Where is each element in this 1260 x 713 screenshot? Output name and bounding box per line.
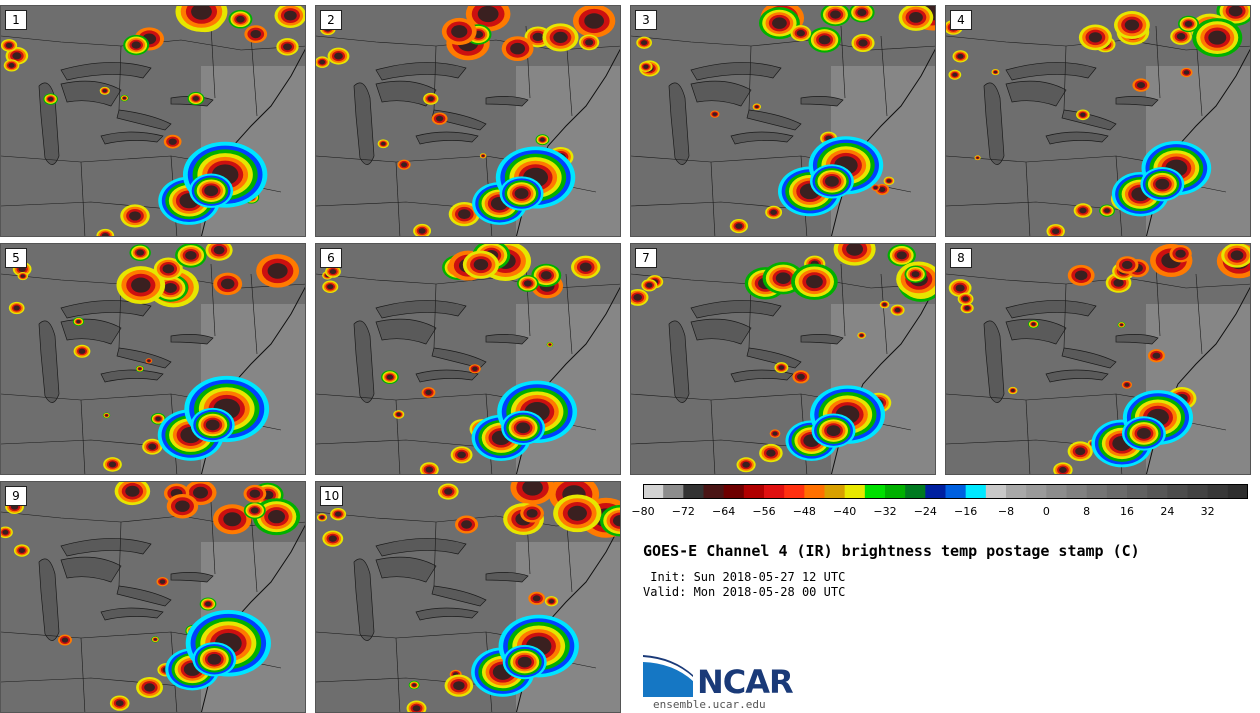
- colorbar-tick-label: 0: [1042, 505, 1050, 518]
- colorbar-bin: [905, 484, 926, 499]
- ir-map: [631, 6, 935, 236]
- storm-cells: [322, 244, 601, 474]
- colorbar-bin: [784, 484, 805, 499]
- stamp-panel-4: 4: [945, 5, 1251, 237]
- colorbar-tick-label: 16: [1120, 505, 1134, 518]
- ir-map: [316, 482, 620, 712]
- colorbar-bin: [965, 484, 987, 499]
- init-valid-info: Init: Sun 2018-05-27 12 UTC Valid: Mon 2…: [643, 570, 845, 600]
- colorbar-bin: [1127, 484, 1148, 499]
- stamp-number-label: 4: [950, 10, 972, 30]
- colorbar-tick-label: −24: [913, 505, 937, 518]
- stamp-panel-1: 1: [0, 5, 306, 237]
- colorbar-tick-label: 32: [1200, 505, 1215, 518]
- stamp-number-label: 8: [950, 248, 972, 268]
- colorbar-tick-label: −72: [671, 505, 695, 518]
- colorbar: [643, 484, 1248, 499]
- colorbar-bin: [1207, 484, 1229, 499]
- storm-cells: [8, 244, 300, 472]
- colorbar-tick-label: 24: [1160, 505, 1175, 518]
- colorbar-tick-label: −48: [792, 505, 816, 518]
- colorbar-bin: [663, 484, 684, 499]
- colorbar-bin: [925, 484, 946, 499]
- init-time: Init: Sun 2018-05-27 12 UTC: [643, 570, 846, 584]
- stamp-panel-9: 9: [0, 481, 306, 713]
- colorbar-tick-label: −32: [873, 505, 897, 518]
- ir-map: [316, 6, 620, 236]
- colorbar-bin: [643, 484, 664, 499]
- ir-map: [1, 482, 305, 712]
- valid-time: Valid: Mon 2018-05-28 00 UTC: [643, 585, 846, 599]
- storm-cells: [316, 482, 620, 712]
- colorbar-bin: [683, 484, 704, 499]
- colorbar-bin: [723, 484, 745, 499]
- colorbar-bin: [703, 484, 725, 499]
- colorbar-tick-label: 8: [1083, 505, 1091, 518]
- ncar-logo-icon: [643, 655, 693, 697]
- stamp-panel-6: 6: [315, 243, 621, 475]
- colorbar-bin: [1006, 484, 1027, 499]
- ir-map: [1, 6, 305, 236]
- colorbar-tick-label: −40: [833, 505, 857, 518]
- stamp-panel-5: 5: [0, 243, 306, 475]
- storm-cells: [636, 6, 935, 234]
- ir-map: [946, 244, 1250, 474]
- colorbar-bin: [1066, 484, 1088, 499]
- colorbar-bin: [1187, 484, 1209, 499]
- colorbar-bin: [844, 484, 866, 499]
- colorbar-bin: [804, 484, 825, 499]
- storm-cells: [316, 6, 616, 236]
- colorbar-tick-label: −64: [712, 505, 736, 518]
- colorbar-tick-label: −8: [997, 505, 1015, 518]
- colorbar-bin: [1106, 484, 1128, 499]
- ir-map: [946, 6, 1250, 236]
- stamp-number-label: 2: [320, 10, 342, 30]
- colorbar-bin: [1147, 484, 1168, 499]
- storm-cells: [948, 244, 1250, 474]
- stamp-number-label: 10: [320, 486, 344, 506]
- storm-cells: [1, 6, 305, 236]
- colorbar-bin: [764, 484, 785, 499]
- figure-title: GOES-E Channel 4 (IR) brightness temp po…: [643, 542, 1140, 560]
- storm-cells: [946, 6, 1250, 236]
- colorbar-bin: [985, 484, 1007, 499]
- colorbar-bin: [864, 484, 886, 499]
- colorbar-bin: [1086, 484, 1108, 499]
- colorbar-bin: [1046, 484, 1067, 499]
- stamp-number-label: 6: [320, 248, 342, 268]
- stamp-number-label: 9: [5, 486, 27, 506]
- colorbar-bin: [743, 484, 765, 499]
- colorbar-bin: [1167, 484, 1188, 499]
- stamp-number-label: 5: [5, 248, 27, 268]
- stamp-number-label: 1: [5, 10, 27, 30]
- ensemble-url: ensemble.ucar.edu: [653, 698, 766, 711]
- stamp-panel-8: 8: [945, 243, 1251, 475]
- stamp-panel-2: 2: [315, 5, 621, 237]
- storm-cells: [1, 482, 301, 711]
- stamp-panel-7: 7: [630, 243, 936, 475]
- colorbar-tick-label: −16: [954, 505, 978, 518]
- colorbar-bin: [885, 484, 906, 499]
- colorbar-tick-label: −56: [752, 505, 776, 518]
- stamp-panel-3: 3: [630, 5, 936, 237]
- stamp-panel-10: 10: [315, 481, 621, 713]
- colorbar-bin: [945, 484, 967, 499]
- ir-map: [1, 244, 305, 474]
- colorbar-bin: [1227, 484, 1248, 499]
- storm-cells: [631, 244, 935, 473]
- ir-map: [631, 244, 935, 474]
- colorbar-tick-labels: −80 −72 −64 −56 −48 −40 −32 −24 −16 −8 0 8 16 24 32: [631, 505, 1248, 519]
- ncar-wordmark: NCAR: [697, 663, 794, 701]
- colorbar-bin: [824, 484, 846, 499]
- colorbar-bin: [1026, 484, 1047, 499]
- stamp-number-label: 3: [635, 10, 657, 30]
- colorbar-tick-label: −80: [631, 505, 655, 518]
- stamp-number-label: 7: [635, 248, 657, 268]
- ir-map: [316, 244, 620, 474]
